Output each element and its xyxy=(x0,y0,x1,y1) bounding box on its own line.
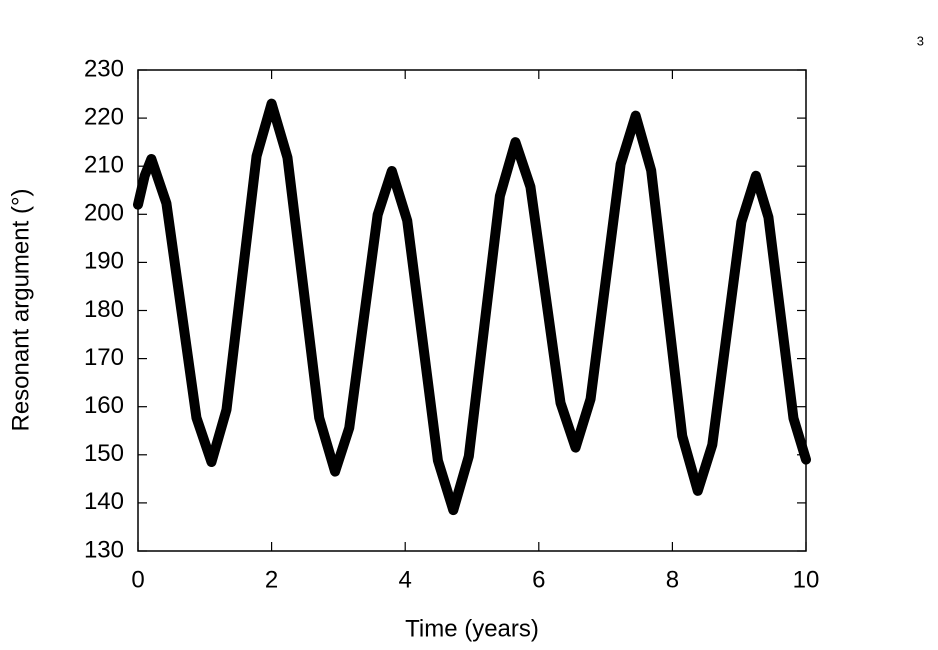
y-tick-label: 210 xyxy=(84,152,124,179)
y-tick-label: 190 xyxy=(84,248,124,275)
x-tick-label: 4 xyxy=(399,566,412,593)
y-tick-label: 180 xyxy=(84,296,124,323)
page-number: 3 xyxy=(917,33,924,48)
y-tick-label: 150 xyxy=(84,440,124,467)
x-tick-label: 2 xyxy=(265,566,278,593)
y-tick-label: 140 xyxy=(84,488,124,515)
y-tick-label: 130 xyxy=(84,536,124,563)
y-tick-label: 220 xyxy=(84,103,124,130)
y-tick-label: 230 xyxy=(84,55,124,82)
x-tick-label: 10 xyxy=(793,566,820,593)
y-axis-label: Resonant argument (°) xyxy=(7,188,34,431)
x-axis-label: Time (years) xyxy=(405,615,539,642)
data-line xyxy=(133,98,811,516)
x-tick-label: 0 xyxy=(131,566,144,593)
y-tick-label: 160 xyxy=(84,392,124,419)
x-tick-label: 8 xyxy=(666,566,679,593)
y-tick-label: 170 xyxy=(84,344,124,371)
y-tick-label: 200 xyxy=(84,200,124,227)
x-tick-label: 6 xyxy=(532,566,545,593)
